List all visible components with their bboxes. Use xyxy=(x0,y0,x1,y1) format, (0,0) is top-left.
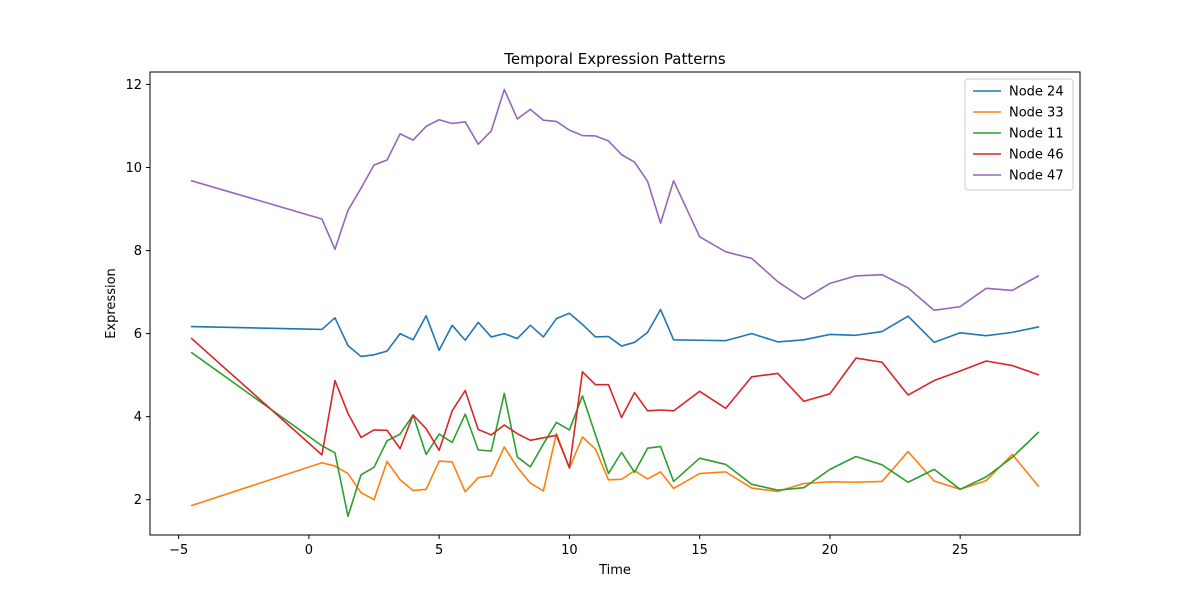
legend-label: Node 33 xyxy=(1009,106,1064,121)
x-tick-label: 15 xyxy=(691,543,708,558)
series-line-node-46 xyxy=(190,337,1040,469)
legend-label: Node 47 xyxy=(1009,169,1064,184)
y-tick-label: 2 xyxy=(134,493,142,508)
x-axis-label: Time xyxy=(598,563,631,578)
plot-lines xyxy=(190,88,1040,518)
y-axis: 2 4 6 8 10 12 xyxy=(125,78,150,508)
y-tick-label: 4 xyxy=(134,410,142,425)
legend: Node 24 Node 33 Node 11 Node 46 Node 47 xyxy=(964,78,1074,191)
y-tick-label: 6 xyxy=(134,327,142,342)
legend-frame xyxy=(964,78,1074,191)
y-axis-label: Expression xyxy=(104,268,119,339)
chart-title: Temporal Expression Patterns xyxy=(503,50,726,68)
x-tick-label: 20 xyxy=(822,543,839,558)
x-axis: −5 0 5 10 15 20 25 xyxy=(169,535,968,558)
y-tick-label: 12 xyxy=(125,78,142,93)
y-tick-label: 10 xyxy=(125,161,142,176)
x-tick-label: 10 xyxy=(561,543,578,558)
series-line-node-11 xyxy=(190,351,1040,518)
x-tick-label: 5 xyxy=(435,543,443,558)
y-tick-label: 8 xyxy=(134,244,142,259)
series-line-node-24 xyxy=(190,308,1040,358)
legend-label: Node 24 xyxy=(1009,85,1064,100)
legend-label: Node 11 xyxy=(1009,127,1064,142)
series-line-node-33 xyxy=(190,432,1040,507)
plot-area-frame xyxy=(149,71,1081,536)
x-tick-label: 0 xyxy=(305,543,313,558)
legend-label: Node 46 xyxy=(1009,148,1064,163)
series-line-node-47 xyxy=(190,88,1040,312)
x-tick-label: −5 xyxy=(169,543,188,558)
x-tick-label: 25 xyxy=(952,543,969,558)
